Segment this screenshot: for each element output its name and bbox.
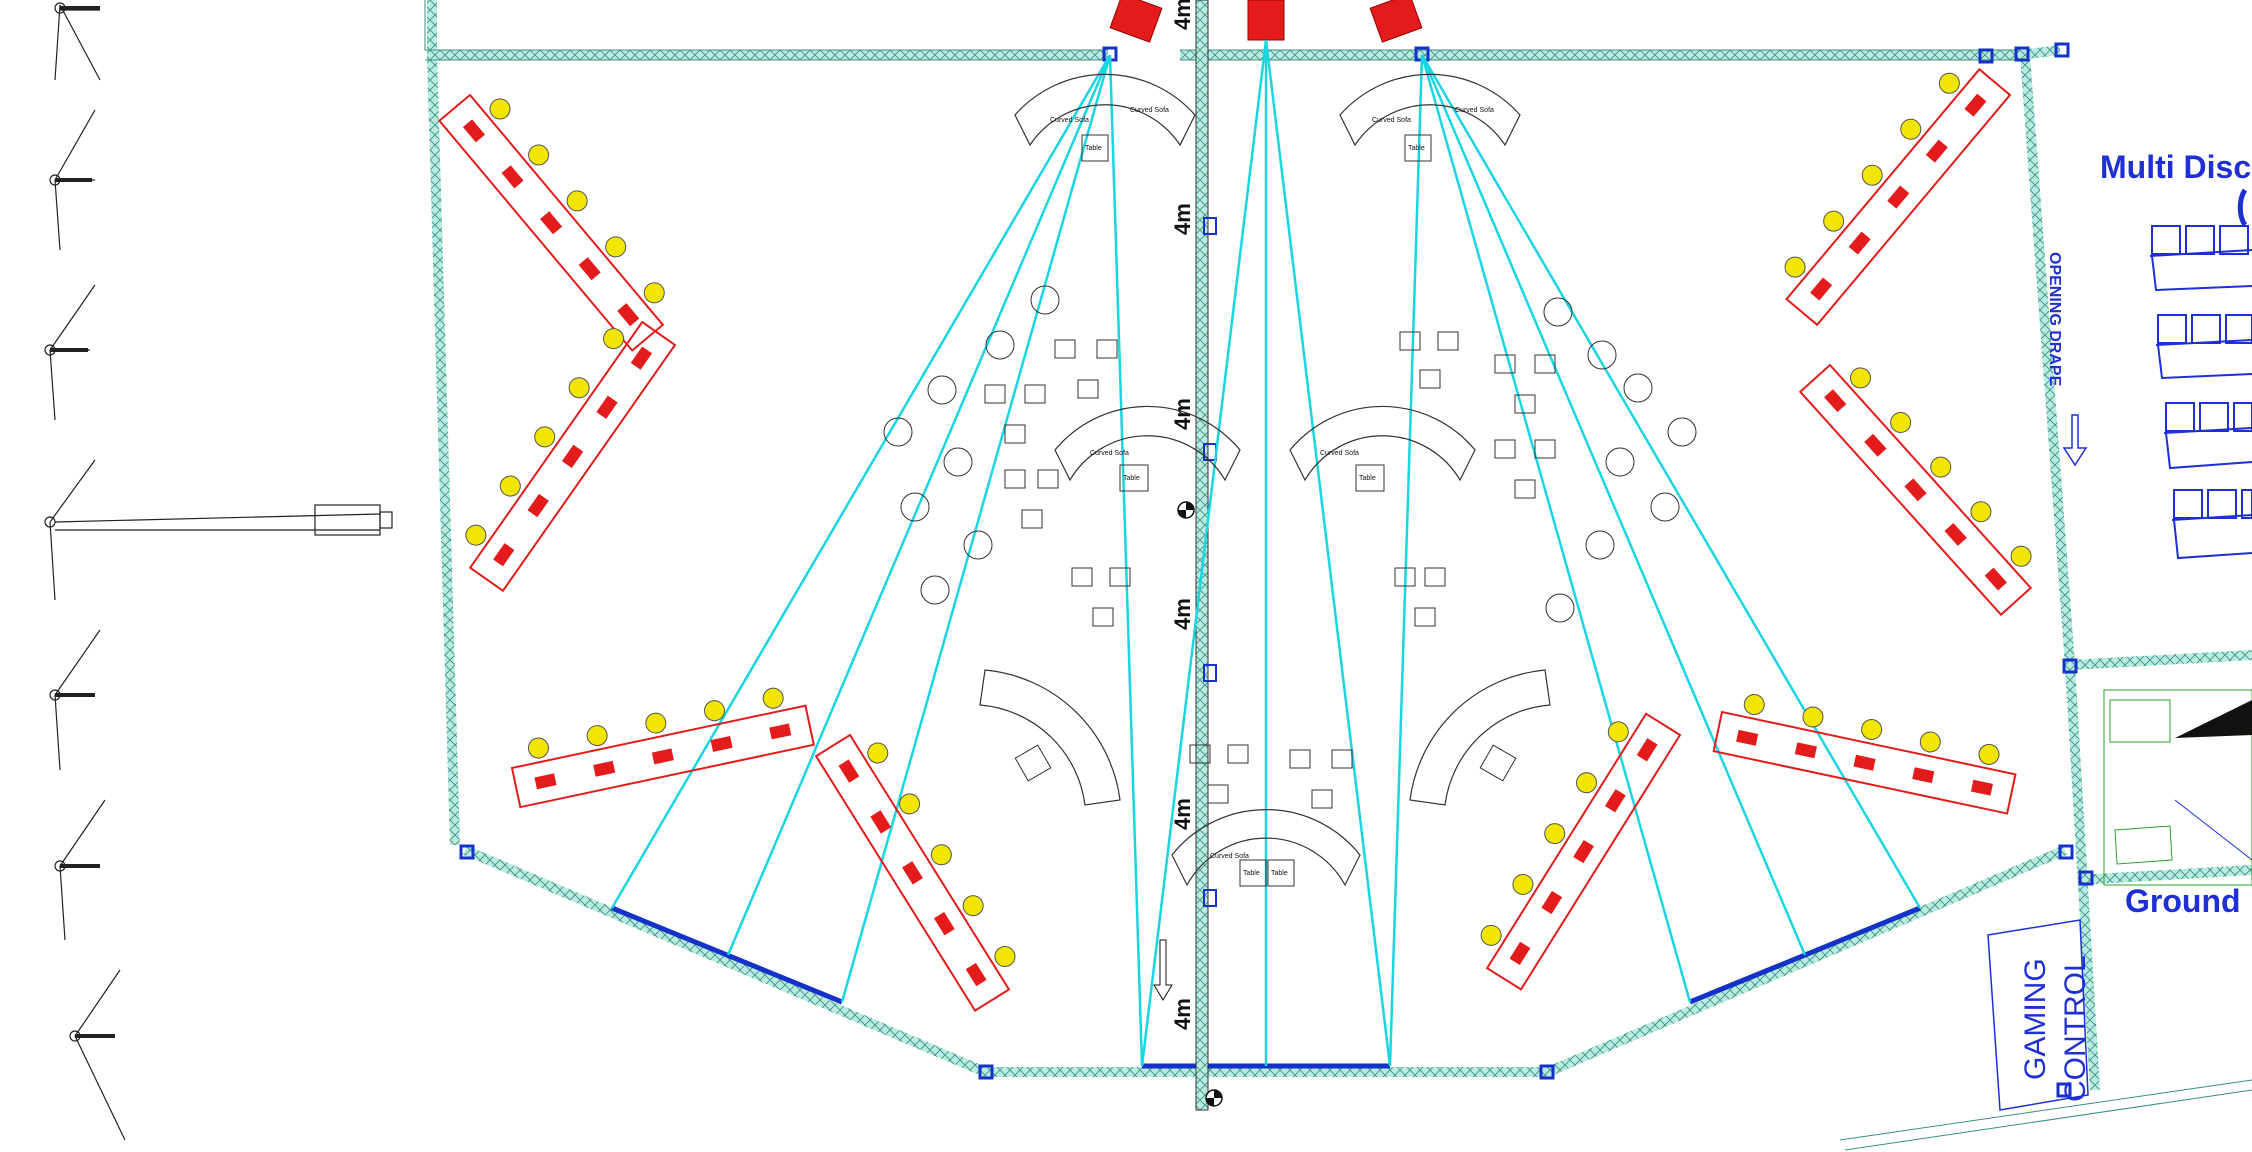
camera-icon <box>1205 1089 1223 1107</box>
gaming-control: GAMING CONTROL <box>1987 919 2092 1111</box>
speaker-icon <box>44 459 393 601</box>
sofa-label: Curved Sofa <box>1455 107 1494 114</box>
center-truss <box>1153 0 1223 1111</box>
tables <box>1014 134 1517 887</box>
node-marker-icon <box>978 1064 994 1080</box>
desk-cluster-right-lower <box>1480 694 2017 991</box>
dimension-label: 4m <box>1170 0 1195 30</box>
desk-cluster-left-lower <box>510 687 1016 1012</box>
table-label: Table <box>1271 870 1288 877</box>
desk-cluster-right-v <box>1784 67 2033 617</box>
opening-drape-label: OPENING DRAPE <box>2046 252 2063 387</box>
node-marker-icon <box>2054 42 2070 58</box>
projection-beams <box>610 39 1922 1067</box>
control-label: CONTROL <box>2059 955 2092 1102</box>
bean-bags <box>883 285 1697 623</box>
sofa-label: Curved Sofa <box>1090 450 1129 457</box>
desk-cluster-left-v <box>437 93 677 593</box>
sofa-label: Curved Sofa <box>1130 107 1169 114</box>
sofa-label: Curved Sofa <box>1320 450 1359 457</box>
dimension-label: 4m <box>1170 598 1195 630</box>
node-marker-icon <box>1539 1064 1555 1080</box>
speaker-icon <box>44 284 96 421</box>
node-marker-icon <box>1978 48 1994 64</box>
node-marker-icon <box>459 844 475 860</box>
table-label: Table <box>1359 475 1376 482</box>
sofa-label: Curved Sofa <box>1210 853 1249 860</box>
speaker-icon <box>69 969 126 1141</box>
dimension-label: 4m <box>1170 998 1195 1030</box>
table-label: Table <box>1408 145 1425 152</box>
table-label: Table <box>1123 475 1140 482</box>
node-marker-icon <box>2058 844 2074 860</box>
projectors <box>1109 0 1423 43</box>
node-marker-icon <box>2062 658 2078 674</box>
multi-disc-area: Multi Disc OPENING DRAPE <box>2046 149 2252 560</box>
node-marker-icon <box>2056 1082 2072 1098</box>
camera-icon <box>1177 501 1195 519</box>
poufs <box>984 331 1556 809</box>
dimension-label: 4m <box>1170 203 1195 235</box>
speaker-stands <box>44 2 393 1141</box>
speaker-icon <box>54 2 101 81</box>
node-marker-icon <box>2078 870 2094 886</box>
ground-label: Ground <box>2125 883 2241 919</box>
truss-lines <box>424 0 2252 1151</box>
sofa-label: Curved Sofa <box>1050 117 1089 124</box>
sofa-label: Curved Sofa <box>1372 117 1411 124</box>
node-marker-icon <box>2014 46 2030 62</box>
gaming-label: GAMING <box>2019 958 2052 1080</box>
green-room <box>2103 689 2252 886</box>
table-label: Table <box>1085 145 1102 152</box>
table-label: Table <box>1243 870 1260 877</box>
speaker-icon <box>49 629 101 771</box>
multi-disc-label: Multi Disc <box>2100 149 2251 185</box>
speaker-icon <box>49 109 96 251</box>
truss-outline <box>427 0 2252 1091</box>
curved-sofas <box>979 73 1551 887</box>
speaker-icon <box>54 799 106 941</box>
